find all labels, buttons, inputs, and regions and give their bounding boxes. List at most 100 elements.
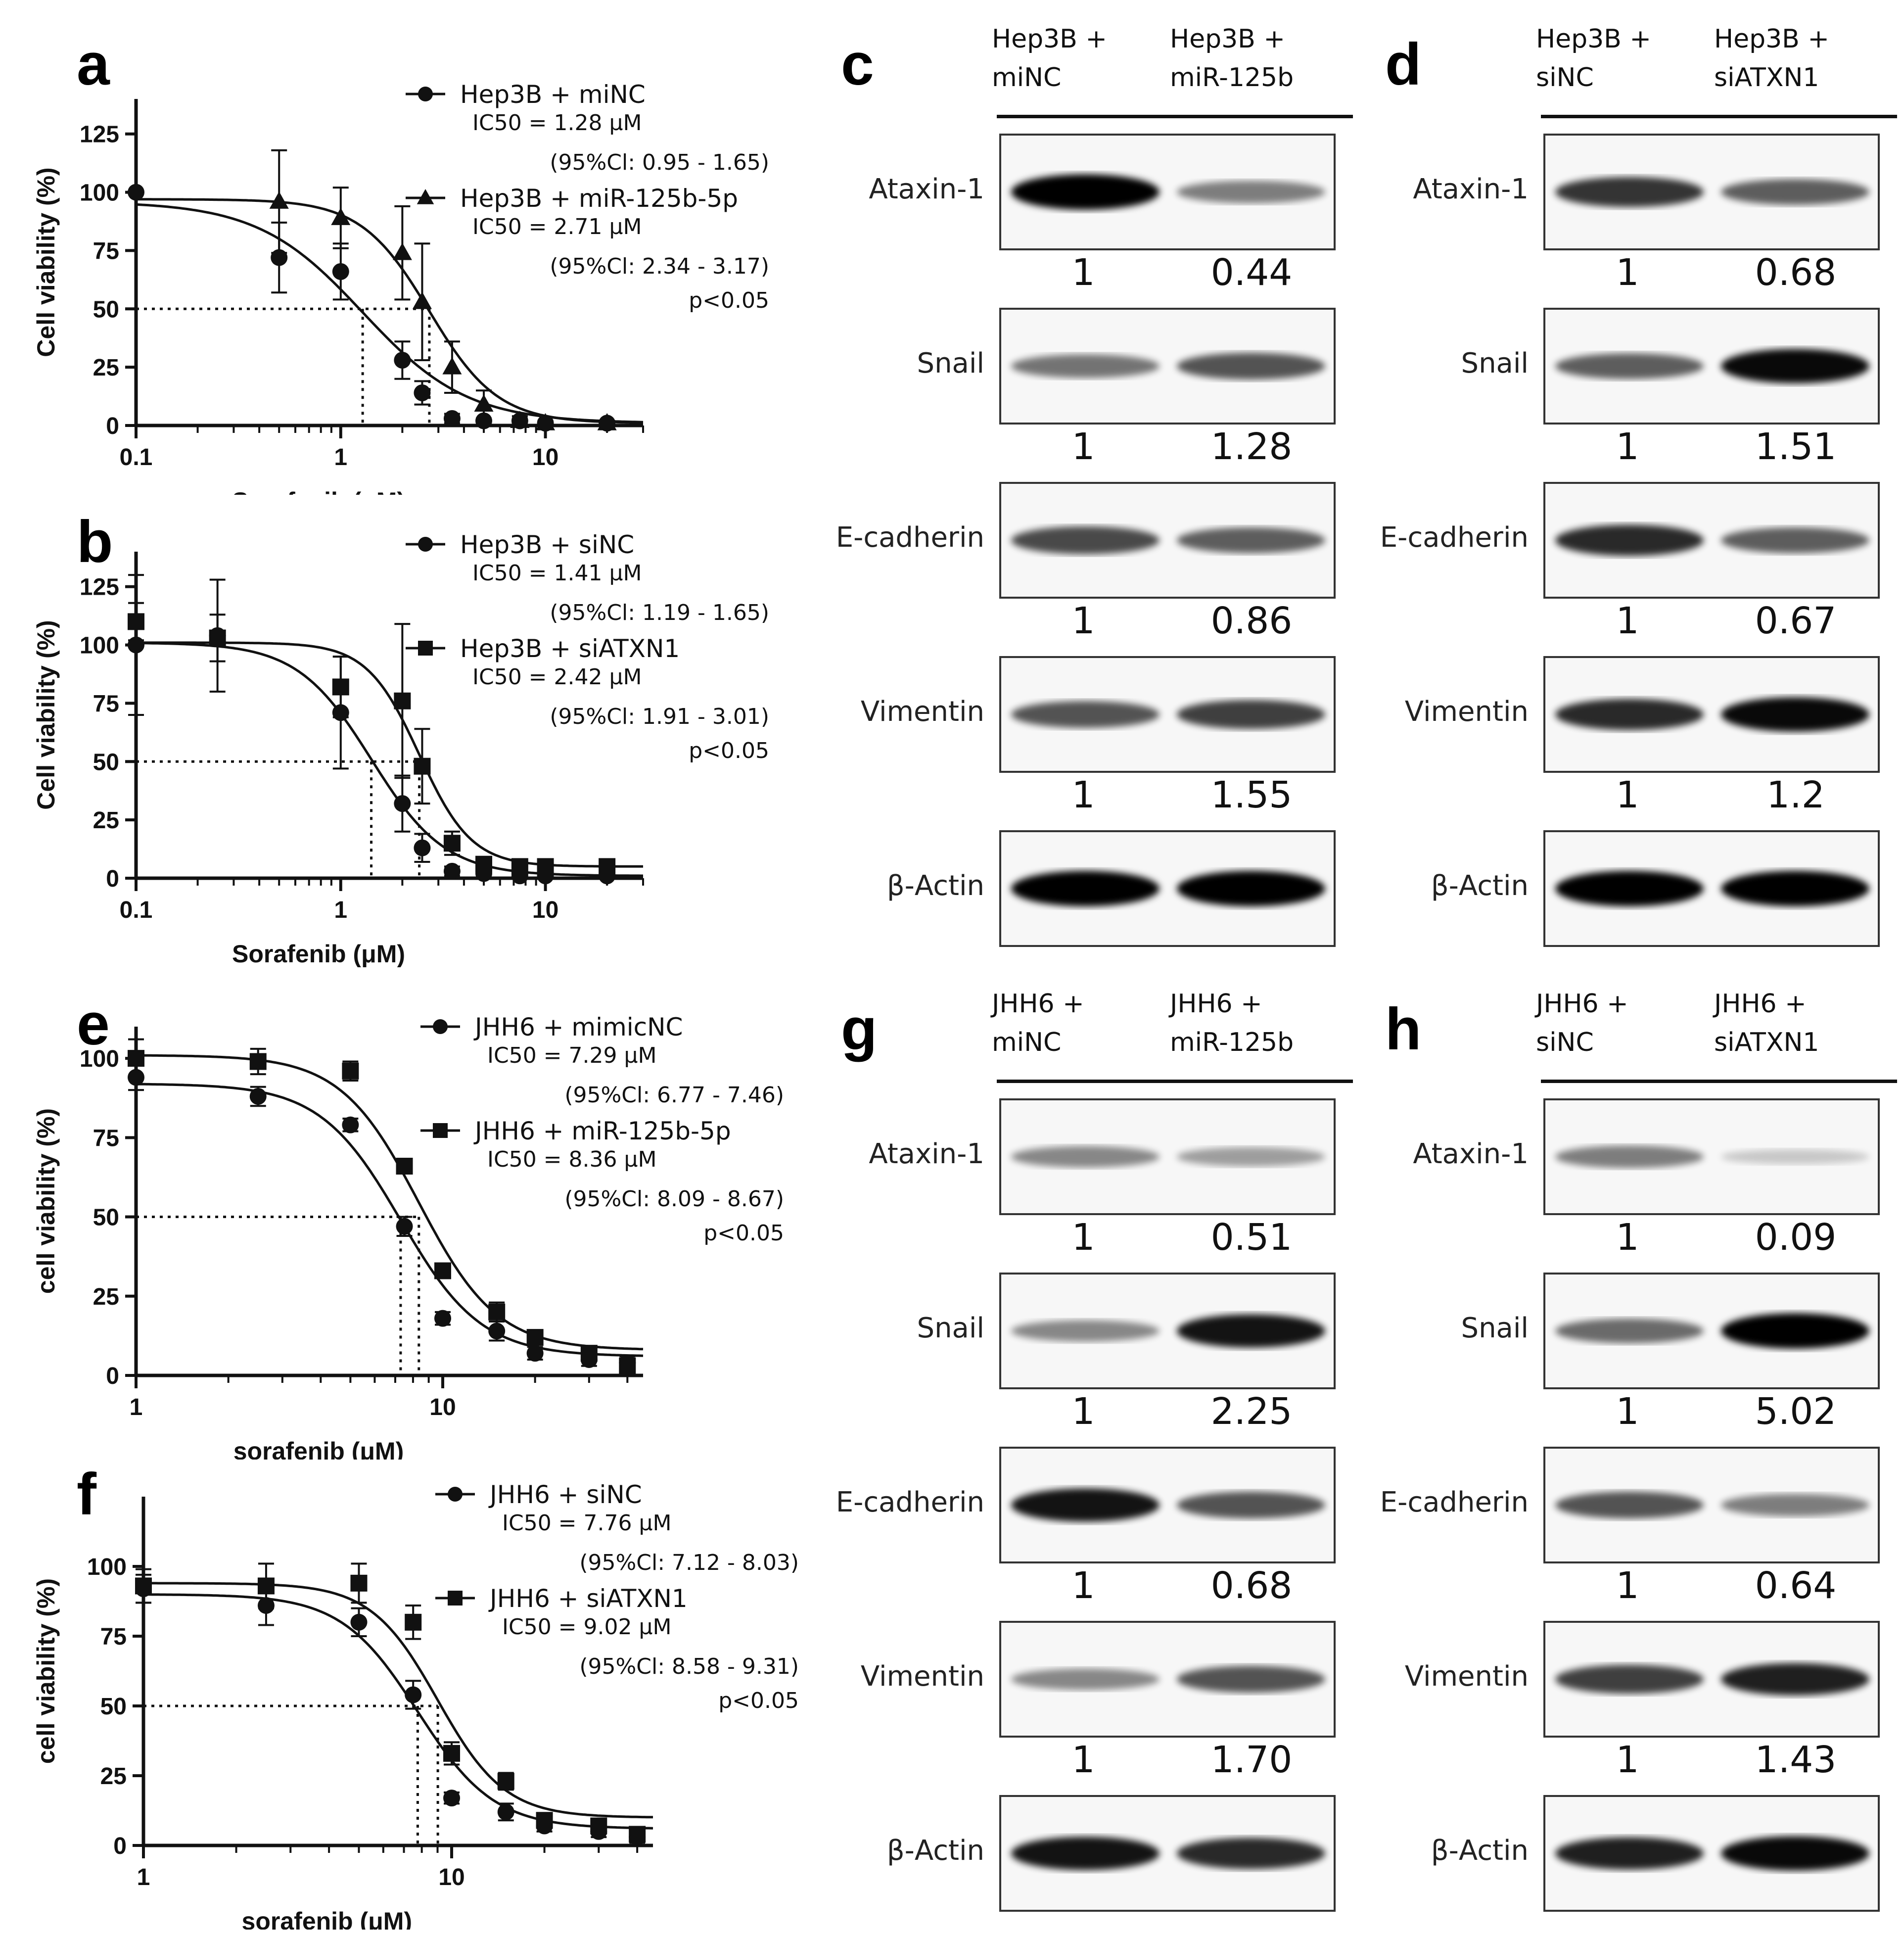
blot-image bbox=[999, 308, 1336, 425]
x-tick-label: 0.1 bbox=[120, 897, 153, 923]
data-point-series-2 bbox=[474, 394, 494, 412]
fit-curve-2 bbox=[143, 1582, 653, 1819]
band-quantification: 1.51 bbox=[1755, 425, 1837, 468]
legend-series-name: JHH6 + mimicNC bbox=[473, 1013, 683, 1041]
lane-label: Hep3B + miNC bbox=[992, 24, 1107, 93]
blot-bands bbox=[1011, 1837, 1325, 1870]
fit-curve-2 bbox=[136, 198, 643, 424]
data-point-series-2 bbox=[511, 858, 528, 875]
legend-marker bbox=[448, 1487, 463, 1502]
protein-band bbox=[1721, 179, 1869, 205]
data-point-series-2 bbox=[249, 1053, 267, 1070]
data-point-series-2 bbox=[442, 357, 462, 375]
y-tick-label: 25 bbox=[93, 1284, 119, 1310]
blot-image bbox=[999, 134, 1336, 250]
data-point-series-2 bbox=[332, 678, 349, 696]
protein-band bbox=[1555, 871, 1704, 906]
protein-label: Ataxin-1 bbox=[1413, 1138, 1529, 1170]
fit-curve-2 bbox=[136, 1054, 644, 1351]
lane-header-rule bbox=[1541, 115, 1897, 118]
x-axis-label: Sorafenib (μM) bbox=[232, 487, 405, 495]
protein-band bbox=[1177, 527, 1325, 554]
protein-band bbox=[1011, 1488, 1160, 1522]
p-value: p<0.05 bbox=[703, 1221, 784, 1246]
band-quantification: 1 bbox=[1616, 774, 1639, 816]
data-point-series-2 bbox=[526, 1329, 544, 1346]
band-quantification: 1 bbox=[1071, 600, 1095, 642]
legend-marker bbox=[433, 1123, 448, 1138]
y-tick-label: 0 bbox=[106, 866, 119, 892]
blot-bands bbox=[1555, 349, 1869, 383]
y-tick-label: 0 bbox=[113, 1833, 127, 1859]
protein-band bbox=[1721, 1663, 1869, 1696]
data-point-series-2 bbox=[394, 692, 411, 709]
blot-image bbox=[999, 1621, 1336, 1738]
legend-ic50: IC50 = 9.02 μM bbox=[502, 1614, 671, 1640]
x-axis-label: sorafenib (μM) bbox=[233, 1437, 404, 1460]
blot-image bbox=[999, 656, 1336, 773]
blot-bands bbox=[1555, 1491, 1869, 1519]
legend-ci: (95%Cl: 1.19 - 1.65) bbox=[550, 600, 769, 625]
protein-band bbox=[1177, 352, 1325, 380]
protein-label: Ataxin-1 bbox=[869, 1138, 984, 1170]
data-point-series-2 bbox=[475, 855, 493, 873]
panel-letter-b: b bbox=[77, 509, 113, 575]
lane-label: Hep3B + miR-125b bbox=[1170, 24, 1294, 93]
y-tick-label: 100 bbox=[80, 180, 119, 206]
data-point-series-1 bbox=[475, 412, 493, 429]
band-quantification: 1 bbox=[1616, 1216, 1639, 1259]
blot-bands bbox=[1555, 1313, 1869, 1349]
protein-band bbox=[1555, 1837, 1704, 1870]
x-axis-label: Sorafenib (μM) bbox=[232, 940, 405, 967]
data-point-series-1 bbox=[128, 184, 144, 201]
data-point-series-1 bbox=[350, 1613, 368, 1631]
band-quantification: 1 bbox=[1071, 774, 1095, 816]
western-blot-panel-h: h JHH6 + siNC JHH6 + siATXN1 Ataxin-1 1 0.09 S… bbox=[1355, 985, 1900, 1935]
protein-label: Snail bbox=[917, 347, 984, 379]
data-point-series-2 bbox=[392, 242, 412, 260]
legend-ic50: IC50 = 1.41 μM bbox=[472, 561, 642, 586]
western-blot-panel-d: d Hep3B + siNC Hep3B + siATXN1 Ataxin-1 1 0.6… bbox=[1355, 20, 1900, 970]
blot-bands bbox=[1011, 700, 1325, 729]
data-point-series-2 bbox=[619, 1357, 636, 1374]
blot-image bbox=[1543, 1273, 1880, 1389]
fit-curve-1 bbox=[136, 1083, 644, 1357]
blot-image bbox=[999, 1795, 1336, 1912]
blot-bands bbox=[1011, 871, 1325, 906]
protein-band bbox=[1011, 354, 1160, 378]
data-point-series-1 bbox=[443, 410, 461, 427]
protein-label: E-cadherin bbox=[1380, 521, 1529, 554]
data-point-series-2 bbox=[590, 1817, 607, 1835]
data-point-series-2 bbox=[443, 835, 461, 852]
data-point-series-1 bbox=[342, 1116, 359, 1133]
chart-panel-b: 0 25 50 75 100 125 0.1 1 10 Sorafenib (μM) Cell vi… bbox=[0, 492, 801, 967]
protein-band bbox=[1177, 1665, 1325, 1693]
band-quantification: 0.44 bbox=[1210, 251, 1293, 294]
data-point-series-2 bbox=[269, 191, 289, 209]
panel-letter-e: e bbox=[77, 991, 110, 1057]
band-quantification: 1 bbox=[1071, 425, 1095, 468]
protein-band bbox=[1555, 699, 1704, 730]
protein-label: Snail bbox=[1461, 1312, 1529, 1344]
legend-marker bbox=[418, 641, 433, 656]
band-quantification: 1 bbox=[1616, 251, 1639, 294]
protein-band bbox=[1555, 177, 1704, 207]
blot-image bbox=[999, 830, 1336, 947]
chart-svg: 0 25 50 75 100 1 10 sorafenib (μM) cell viabilit… bbox=[32, 1013, 784, 1460]
legend-ic50: IC50 = 2.71 μM bbox=[472, 214, 642, 239]
blot-bands bbox=[1555, 1836, 1869, 1871]
blot-image bbox=[999, 482, 1336, 599]
y-tick-label: 75 bbox=[93, 1125, 119, 1151]
protein-band bbox=[1011, 1146, 1160, 1168]
protein-band bbox=[1721, 1313, 1869, 1349]
fit-curve-1 bbox=[136, 642, 643, 877]
data-point-series-2 bbox=[497, 1773, 514, 1790]
data-point-series-1 bbox=[526, 1345, 544, 1362]
protein-band bbox=[1555, 1319, 1704, 1343]
blot-image bbox=[999, 1273, 1336, 1389]
legend-series-name: Hep3B + siNC bbox=[460, 530, 634, 559]
data-point-series-1 bbox=[414, 384, 431, 401]
lane-label: JHH6 + miR-125b bbox=[1170, 989, 1294, 1057]
data-point-series-2 bbox=[599, 858, 616, 875]
